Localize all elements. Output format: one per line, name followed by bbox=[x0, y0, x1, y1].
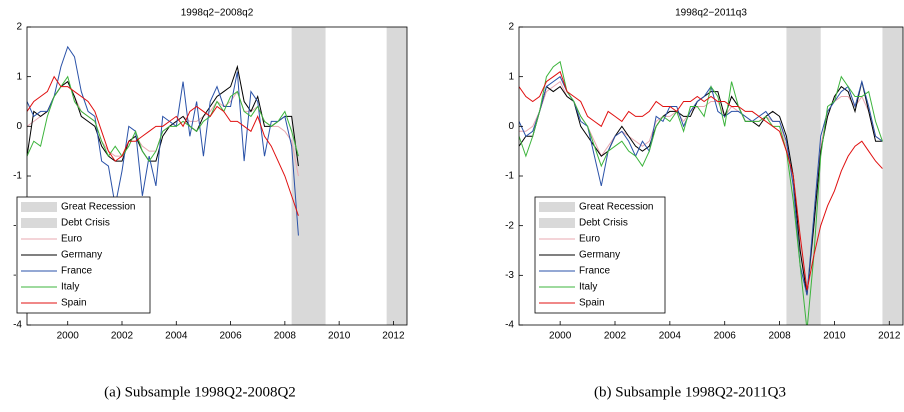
legend-label: Germany bbox=[579, 250, 620, 261]
plot-area bbox=[519, 27, 903, 325]
y-tick-label: 1 bbox=[16, 71, 22, 82]
x-tick-label: 2008 bbox=[274, 331, 297, 342]
x-tick-label: 2012 bbox=[382, 331, 405, 342]
legend-label: Italy bbox=[579, 282, 597, 293]
y-tick-label: -2 bbox=[505, 220, 514, 231]
x-tick-label: 2008 bbox=[768, 331, 791, 342]
legend: Great Recession Debt Crisis Euro Germany Fra… bbox=[534, 196, 666, 314]
x-tick-label: 2000 bbox=[549, 331, 572, 342]
shaded-period bbox=[291, 27, 326, 325]
legend-label: France bbox=[579, 266, 611, 277]
legend-patch bbox=[21, 202, 57, 212]
y-tick-label: 2 bbox=[508, 22, 514, 33]
y-tick-label: 2 bbox=[16, 22, 22, 33]
legend-label: Italy bbox=[61, 282, 79, 293]
legend-label: Germany bbox=[61, 250, 102, 261]
plot-area bbox=[27, 27, 407, 325]
x-tick-label: 2004 bbox=[659, 331, 682, 342]
series-line bbox=[27, 75, 299, 162]
x-tick-label: 2004 bbox=[165, 331, 188, 342]
y-tick-label: 0 bbox=[16, 121, 22, 132]
legend-label: Euro bbox=[61, 234, 83, 245]
x-tick-label: 2010 bbox=[328, 331, 351, 342]
chart: -4 -3 -2 -1 0 1 2 2000 2002 2004 2006 2008 2010 2012 1… bbox=[505, 8, 904, 400]
legend-patch bbox=[539, 202, 575, 212]
y-tick-label: -1 bbox=[13, 171, 22, 182]
legend-label: Great Recession bbox=[61, 202, 135, 213]
chart: -4-3-2-101220002002200420062008201020121… bbox=[13, 8, 408, 400]
legend-label: Debt Crisis bbox=[579, 218, 628, 229]
series-line bbox=[27, 45, 299, 236]
legend-label: Debt Crisis bbox=[61, 218, 110, 229]
legend: Great Recession Debt Crisis Euro Germany Fra… bbox=[16, 196, 151, 314]
y-tick-label: 1 bbox=[508, 71, 514, 82]
shaded-period bbox=[386, 27, 407, 325]
chart-title: 1998q2−2011q3 bbox=[675, 8, 747, 19]
x-tick-label: 2002 bbox=[604, 331, 627, 342]
legend-label: France bbox=[61, 266, 93, 277]
legend-patch bbox=[21, 218, 57, 228]
y-tick-label: -4 bbox=[505, 320, 514, 331]
x-tick-label: 2006 bbox=[714, 331, 737, 342]
y-tick-label: -1 bbox=[505, 171, 514, 182]
x-tick-label: 2012 bbox=[878, 331, 901, 342]
legend-patch bbox=[539, 218, 575, 228]
legend-label: Euro bbox=[579, 234, 601, 245]
shaded-period bbox=[882, 27, 903, 325]
y-tick-label: -4 bbox=[13, 320, 22, 331]
chart-title: 1998q2−2008q2 bbox=[181, 8, 254, 19]
x-tick-label: 2000 bbox=[57, 331, 80, 342]
caption: (b) Subsample 1998Q2-2011Q3 bbox=[594, 384, 786, 400]
caption: (a) Subsample 1998Q2-2008Q2 bbox=[104, 384, 296, 400]
legend-label: Great Recession bbox=[579, 202, 653, 213]
legend-label: Spain bbox=[579, 298, 605, 309]
x-tick-label: 2006 bbox=[219, 331, 242, 342]
x-tick-label: 2002 bbox=[111, 331, 134, 342]
y-tick-label: -3 bbox=[505, 270, 514, 281]
series-line bbox=[27, 75, 299, 216]
series-line bbox=[519, 70, 883, 291]
y-tick-label: 0 bbox=[508, 121, 514, 132]
legend-label: Spain bbox=[61, 298, 87, 309]
series-line bbox=[519, 60, 883, 325]
x-tick-label: 2010 bbox=[823, 331, 846, 342]
